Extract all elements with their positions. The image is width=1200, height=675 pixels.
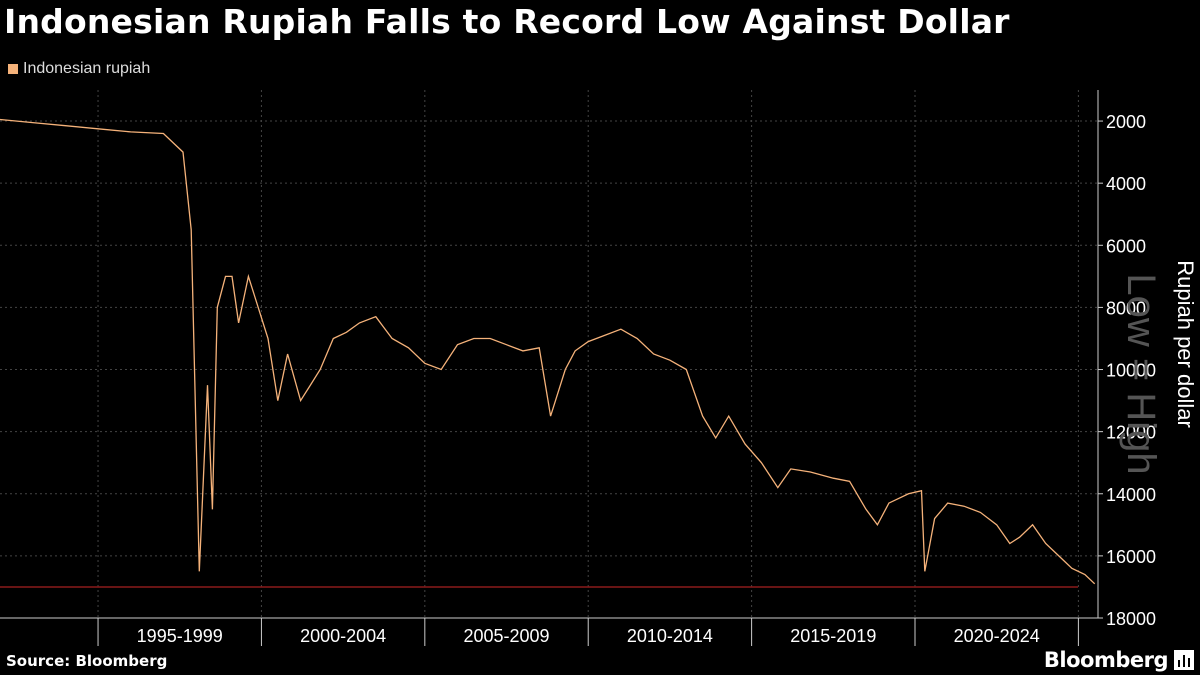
y-tick-label: 4000 <box>1106 174 1146 194</box>
x-tick-label: 1995-1999 <box>137 626 223 646</box>
grid <box>0 90 1098 619</box>
axes <box>0 90 1103 646</box>
labels-layer: 2000 4000 6000 8000 10000 12000 14000 16000 1800… <box>137 112 1198 646</box>
legend: Indonesian rupiah <box>8 60 150 78</box>
y-tick-label: 6000 <box>1106 236 1146 256</box>
y-tick-label: 2000 <box>1106 112 1146 132</box>
chart-title: Indonesian Rupiah Falls to Record Low Ag… <box>4 2 1010 41</box>
inverted-axis-watermark: Low = High <box>1119 273 1163 474</box>
x-tick-label: 2000-2004 <box>300 626 386 646</box>
bloomberg-logo-text: Bloomberg <box>1043 648 1169 672</box>
y-tick-label: 10000 <box>1106 361 1156 381</box>
y-axis-label: Rupiah per dollar <box>1173 260 1198 428</box>
y-tick-label: 18000 <box>1106 609 1156 629</box>
y-tick-label: 8000 <box>1106 298 1146 318</box>
x-tick-label: 2005-2009 <box>463 626 549 646</box>
y-tick-label: 14000 <box>1106 485 1156 505</box>
y-tick-label: 12000 <box>1106 423 1156 443</box>
bloomberg-bars-icon <box>1174 650 1194 670</box>
x-tick-label: 2010-2014 <box>627 626 713 646</box>
legend-label: Indonesian rupiah <box>23 60 151 77</box>
source-note: Source: Bloomberg <box>6 652 168 670</box>
legend-swatch <box>8 64 18 74</box>
x-tick-label: 2020-2024 <box>954 626 1040 646</box>
series-layer <box>0 118 1096 588</box>
x-tick-label: 2015-2019 <box>790 626 876 646</box>
y-tick-label: 16000 <box>1106 547 1156 567</box>
series-line-indonesian-rupiah <box>0 118 1096 585</box>
